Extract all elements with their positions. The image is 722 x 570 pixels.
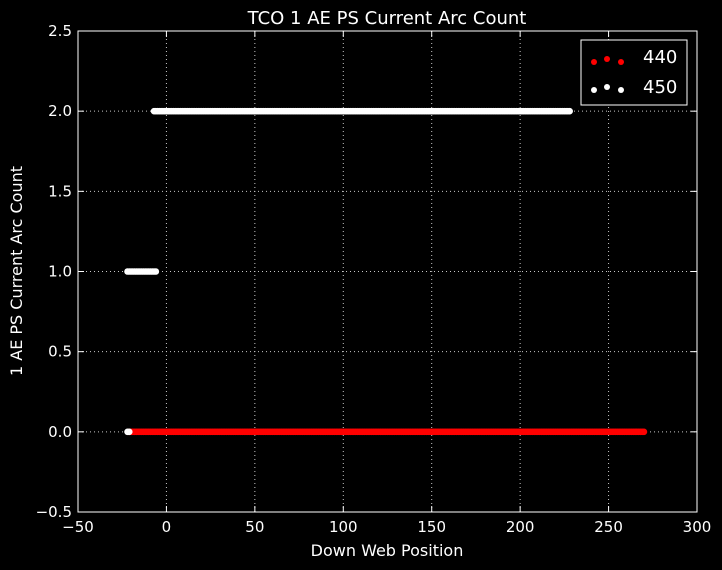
x-tick-label: 250 [594, 518, 623, 536]
legend-label-450: 450 [643, 77, 677, 98]
legend: 440 450 [580, 39, 688, 106]
axis-ticks: −50 0 50 100 150 200 250 300 −0.5 0.0 0.5 1.0 1.5 2.0… [36, 22, 712, 536]
legend-dot [604, 56, 610, 62]
y-tick-label: −0.5 [36, 503, 72, 521]
y-axis-label: 1 AE PS Current Arc Count [7, 166, 26, 376]
legend-dot [618, 87, 624, 93]
x-axis-label: Down Web Position [311, 541, 464, 560]
chart-title: TCO 1 AE PS Current Arc Count [247, 8, 527, 29]
x-tick-label: 150 [417, 518, 446, 536]
x-tick-label: 300 [683, 518, 712, 536]
legend-dot [591, 87, 597, 93]
y-tick-label: 2.0 [48, 102, 72, 120]
data-point-440 [640, 428, 648, 436]
x-tick-label: 0 [162, 518, 172, 536]
legend-dot [604, 84, 610, 90]
series-440 [125, 428, 648, 436]
legend-marker-450 [591, 84, 624, 93]
y-tick-label: 0.5 [48, 343, 72, 361]
legend-dot [618, 59, 624, 65]
y-tick-label: 1.5 [48, 182, 72, 200]
y-tick-label: 1.0 [48, 263, 72, 281]
x-tick-label: 50 [245, 518, 264, 536]
x-tick-label: 100 [329, 518, 358, 536]
legend-box [580, 39, 688, 106]
data-points [124, 107, 648, 436]
series-450 [124, 107, 573, 436]
legend-marker-440 [591, 56, 624, 65]
data-point-450 [566, 107, 573, 115]
data-point-450 [125, 428, 133, 436]
y-tick-label: 0.0 [48, 423, 72, 441]
legend-label-440: 440 [643, 47, 677, 68]
legend-dot [591, 59, 597, 65]
x-tick-label: 200 [506, 518, 535, 536]
data-point-450 [152, 268, 160, 275]
x-tick-label: −50 [62, 518, 94, 536]
y-tick-label: 2.5 [48, 22, 72, 40]
